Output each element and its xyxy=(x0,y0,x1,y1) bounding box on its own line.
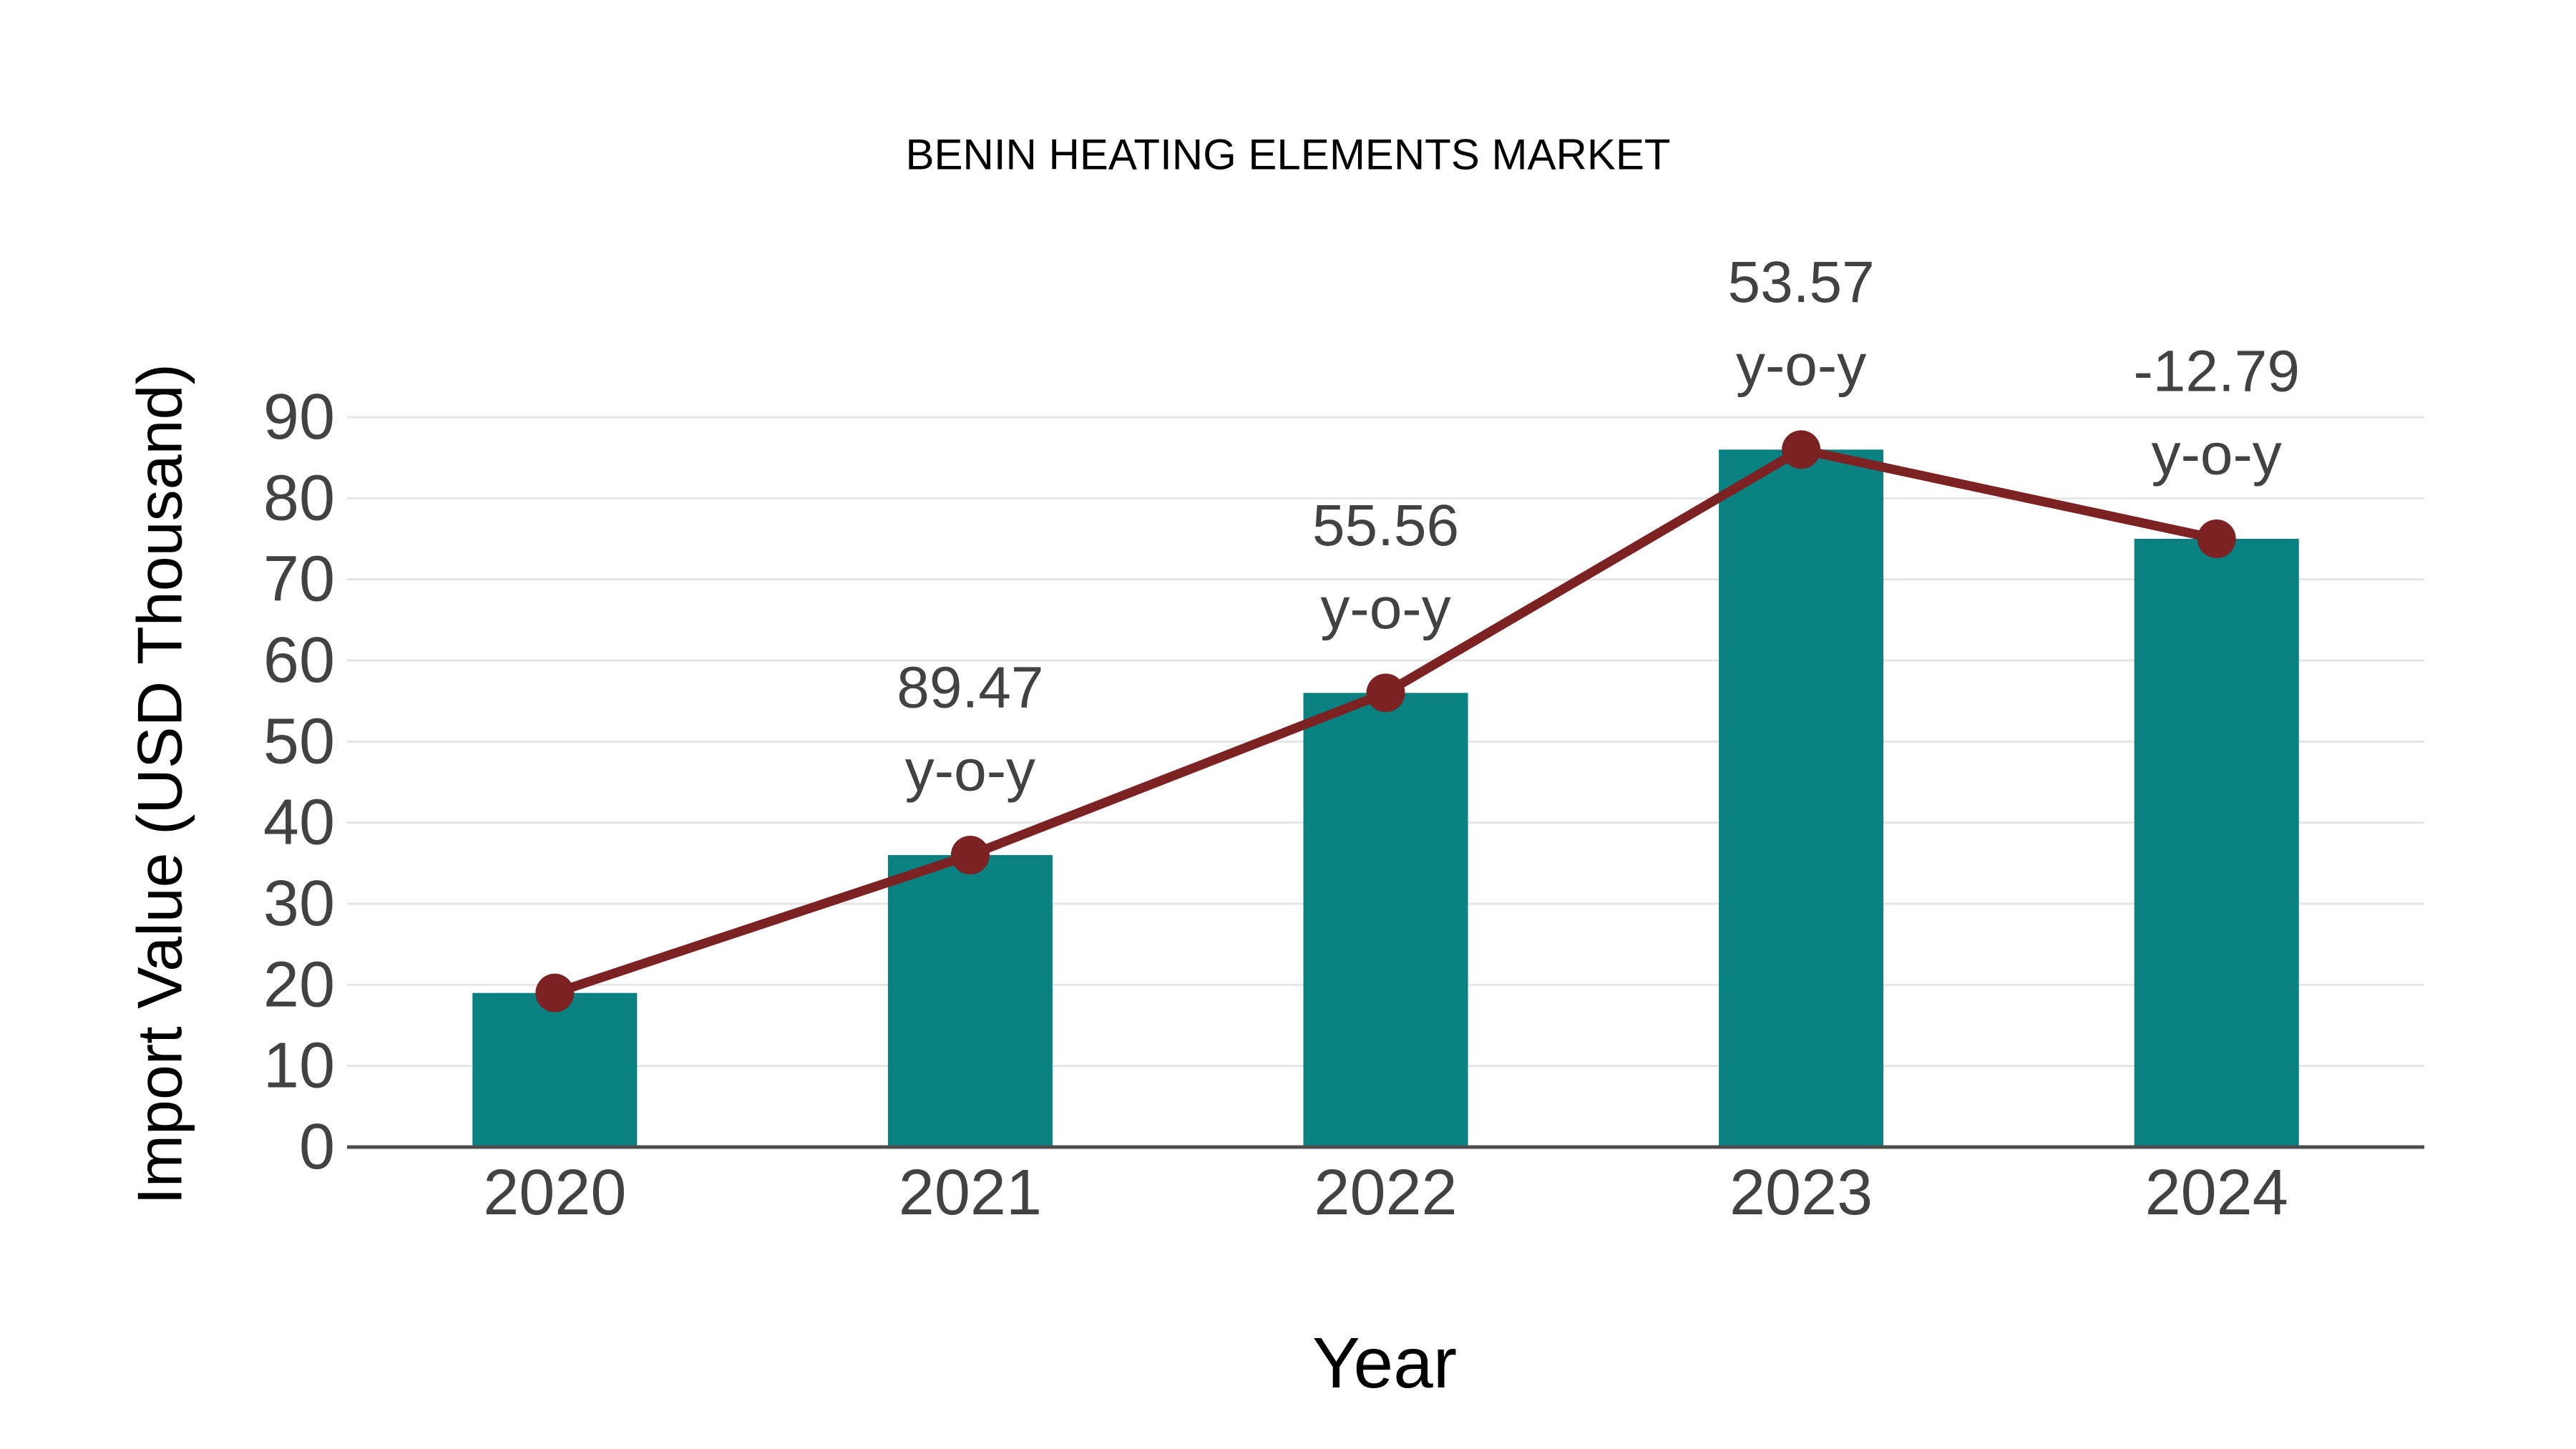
chart-title: BENIN HEATING ELEMENTS MARKET xyxy=(905,131,1670,179)
annotation-suffix: y-o-y xyxy=(2152,422,2282,487)
annotation-value: -12.79 xyxy=(2133,339,2300,404)
x-axis-title: Year xyxy=(1312,1323,1457,1403)
y-tick-label: 80 xyxy=(263,462,335,534)
bar xyxy=(2134,539,2299,1147)
y-tick-label: 90 xyxy=(263,381,335,453)
y-tick-label: 0 xyxy=(299,1111,335,1183)
trend-marker xyxy=(1782,430,1821,469)
annotation-suffix: y-o-y xyxy=(905,738,1035,804)
x-tick-label: 2022 xyxy=(1314,1157,1457,1229)
annotation-suffix: y-o-y xyxy=(1736,333,1866,398)
x-axis-tick-labels: 2020 2021 2022 2023 2024 xyxy=(483,1157,2288,1229)
x-tick-label: 2020 xyxy=(483,1157,626,1229)
trend-marker xyxy=(1366,673,1405,713)
trend-marker xyxy=(2197,519,2236,558)
x-tick-label: 2023 xyxy=(1729,1157,1873,1229)
line-series xyxy=(535,430,2236,1013)
y-tick-label: 30 xyxy=(263,868,335,940)
y-axis-title: Import Value (USD Thousand) xyxy=(125,364,195,1205)
y-tick-label: 60 xyxy=(263,625,335,696)
y-axis-tick-labels: 0 10 20 30 40 50 60 70 80 90 xyxy=(263,381,335,1183)
annotation-value: 89.47 xyxy=(897,655,1043,721)
bar xyxy=(887,855,1053,1147)
bar-series xyxy=(472,449,2299,1147)
y-tick-label: 20 xyxy=(263,949,335,1020)
y-tick-label: 50 xyxy=(263,706,335,777)
x-tick-label: 2021 xyxy=(899,1157,1042,1229)
x-tick-label: 2024 xyxy=(2145,1157,2288,1229)
y-tick-label: 70 xyxy=(263,544,335,615)
annotation-suffix: y-o-y xyxy=(1320,576,1450,641)
annotation-value: 53.57 xyxy=(1727,250,1874,315)
y-tick-label: 10 xyxy=(263,1030,335,1102)
y-tick-label: 40 xyxy=(263,787,335,859)
annotation-value: 55.56 xyxy=(1312,493,1459,558)
bar xyxy=(1303,693,1468,1147)
trend-marker xyxy=(950,836,990,874)
yoy-annotations: 89.47 y-o-y 55.56 y-o-y 53.57 y-o-y -12.79 y-o-… xyxy=(897,250,2300,804)
trend-marker xyxy=(535,973,575,1013)
bar xyxy=(1719,449,1884,1147)
bar xyxy=(472,992,638,1147)
